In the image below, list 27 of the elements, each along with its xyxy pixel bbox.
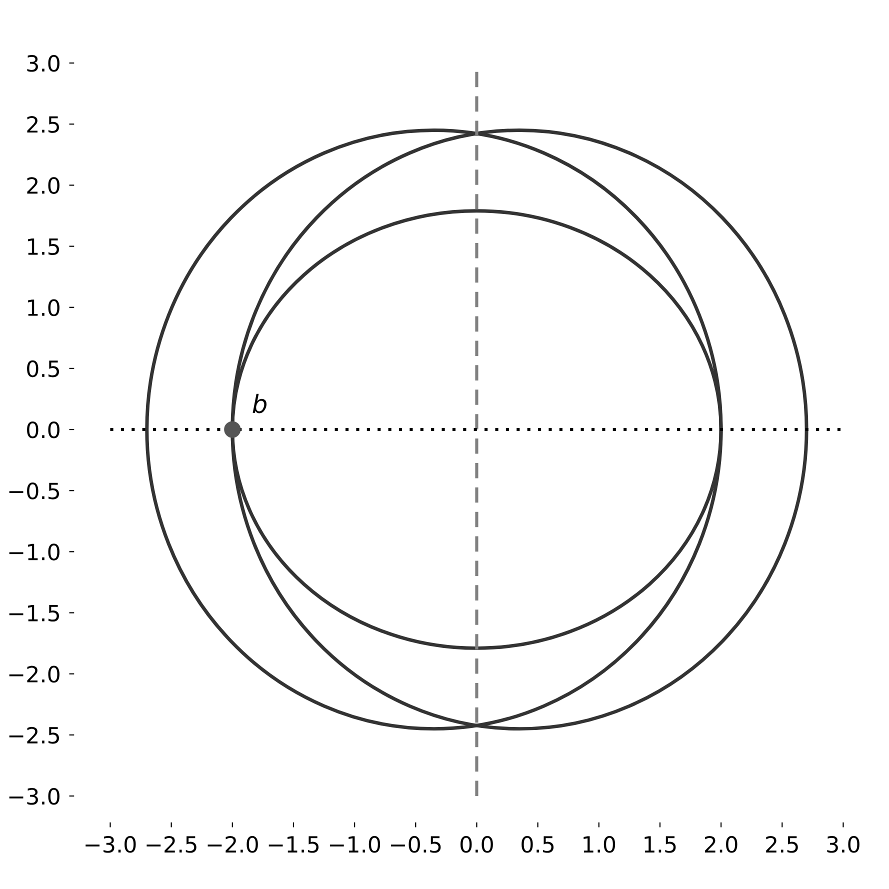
y-tick-label: 0.0 [27,421,60,438]
x-tick-label: −3.0 [86,836,136,853]
x-tick-label: 2.0 [705,836,738,853]
y-tick-label: −1.5 [9,605,59,622]
x-tick-label: 0.0 [460,836,493,853]
y-tick-label: −3.0 [9,788,60,805]
y-tick-label: 1.0 [28,299,60,316]
y-tick-label: −1.0 [9,544,60,560]
y-tick-label: 2.0 [27,177,60,194]
x-tick-label: 0.5 [522,836,554,853]
x-tick-label: −1.5 [268,836,319,853]
annotation: b [252,394,267,414]
x-tick-label: −1.0 [330,836,380,853]
y-tick-label: 3.0 [27,54,60,72]
x-tick-label: 1.5 [644,836,676,853]
x-tick-label: −2.5 [146,836,196,853]
y-tick-label: 2.5 [27,116,59,133]
x-tick-label: 2.5 [766,836,798,853]
x-tick-label: 1.0 [584,836,616,853]
y-tick-label: 1.5 [28,238,59,256]
x-tick-label: −2.0 [208,836,258,853]
x-tick-label: −0.5 [391,836,441,853]
y-tick-label: −0.5 [9,482,59,500]
y-tick-label: −2.0 [9,666,60,683]
y-tick-label: 0.5 [27,360,59,378]
y-tick-label: −2.5 [9,726,59,744]
x-tick-label: 3.0 [827,836,860,853]
